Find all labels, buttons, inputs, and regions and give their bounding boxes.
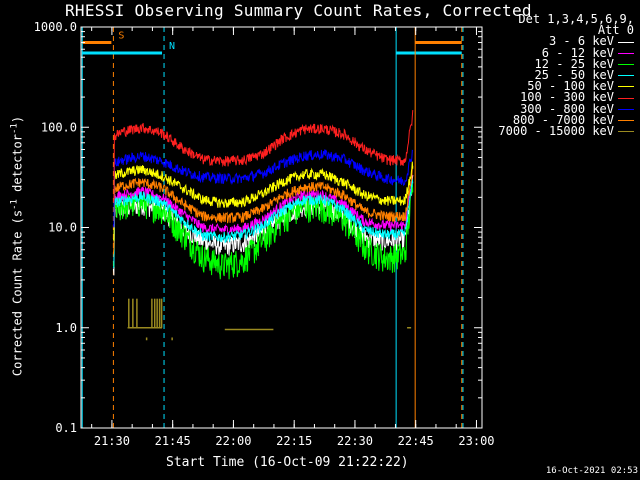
legend-item: 7000 - 15000 keV xyxy=(498,124,634,139)
x-tick-label: 21:45 xyxy=(155,434,191,448)
y-tick-label: 0.1 xyxy=(55,421,77,435)
y-axis-label: Corrected Count Rate (s-1 detector-1) xyxy=(9,115,25,377)
y-tick-label: 100.0 xyxy=(41,120,77,134)
legend-swatch xyxy=(618,108,634,110)
series-line xyxy=(112,179,414,280)
y-tick-label: 1.0 xyxy=(55,321,77,335)
legend-label: 25 - 50 keV xyxy=(534,68,614,83)
legend-item: 25 - 50 keV xyxy=(498,68,634,83)
x-axis-label: Start Time (16-Oct-09 21:22:22) xyxy=(166,455,409,470)
legend-label: 300 - 800 keV xyxy=(520,101,614,116)
x-tick-label: 22:45 xyxy=(398,434,434,448)
legend-item: 50 - 100 keV xyxy=(498,79,634,94)
legend-item: 3 - 6 keV xyxy=(498,34,634,49)
legend-label: 6 - 12 keV xyxy=(541,45,614,60)
x-tick-label: 21:30 xyxy=(94,434,130,448)
series-line xyxy=(112,149,414,228)
legend-item: 100 - 300 keV xyxy=(498,90,634,105)
series-line xyxy=(112,110,414,203)
chart-title: RHESSI Observing Summary Count Rates, Co… xyxy=(65,1,532,20)
legend-item: 300 - 800 keV xyxy=(498,101,634,116)
legend-swatch xyxy=(618,75,634,77)
series-line xyxy=(112,179,414,269)
legend-label: 12 - 25 keV xyxy=(534,56,614,71)
legend-swatch xyxy=(618,97,634,99)
legend-item: 800 - 7000 keV xyxy=(498,112,634,127)
x-tick-label: 23:00 xyxy=(458,434,494,448)
y-tick-label: 10.0 xyxy=(48,221,77,235)
series-lines xyxy=(112,110,414,341)
plot-frame xyxy=(80,26,483,429)
series-line xyxy=(113,174,414,264)
legend-label: 3 - 6 keV xyxy=(548,34,614,49)
legend-swatch xyxy=(618,63,634,65)
axes: 0.1 1.0 10.0 100.0 1000.0 21:30 21:45 22:00 22:1… xyxy=(34,20,495,448)
legend-item: 6 - 12 keV xyxy=(498,45,634,60)
x-tick-label: 22:15 xyxy=(276,434,312,448)
timestamp: 16-Oct-2021 02:53 xyxy=(545,466,638,476)
legend-label: 7000 - 15000 keV xyxy=(498,124,614,139)
legend-swatch xyxy=(618,119,634,121)
legend-swatch xyxy=(618,52,634,54)
legend-label: 50 - 100 keV xyxy=(527,79,614,94)
x-tick-label: 22:00 xyxy=(215,434,251,448)
annotation-label: S xyxy=(118,31,124,42)
legend-header-line-2: Att 0 xyxy=(597,23,634,38)
legend-swatch xyxy=(618,86,634,88)
y-tick-label: 1000.0 xyxy=(34,20,77,34)
legend-label: 800 - 7000 keV xyxy=(512,112,614,127)
legend-item: 12 - 25 keV xyxy=(498,56,634,71)
x-tick-label: 22:30 xyxy=(337,434,373,448)
annotation-label: N xyxy=(169,41,175,52)
legend-swatch xyxy=(618,41,634,43)
series-line xyxy=(112,161,414,241)
series-line xyxy=(112,165,414,255)
legend-label: 100 - 300 keV xyxy=(520,90,614,105)
legend-swatch xyxy=(618,131,634,133)
legend: Det 1,3,4,5,6,9, Att 0 3 - 6 keV 6 - 12 k… xyxy=(498,12,634,139)
legend-header-line-1: Det 1,3,4,5,6,9, xyxy=(518,12,634,26)
